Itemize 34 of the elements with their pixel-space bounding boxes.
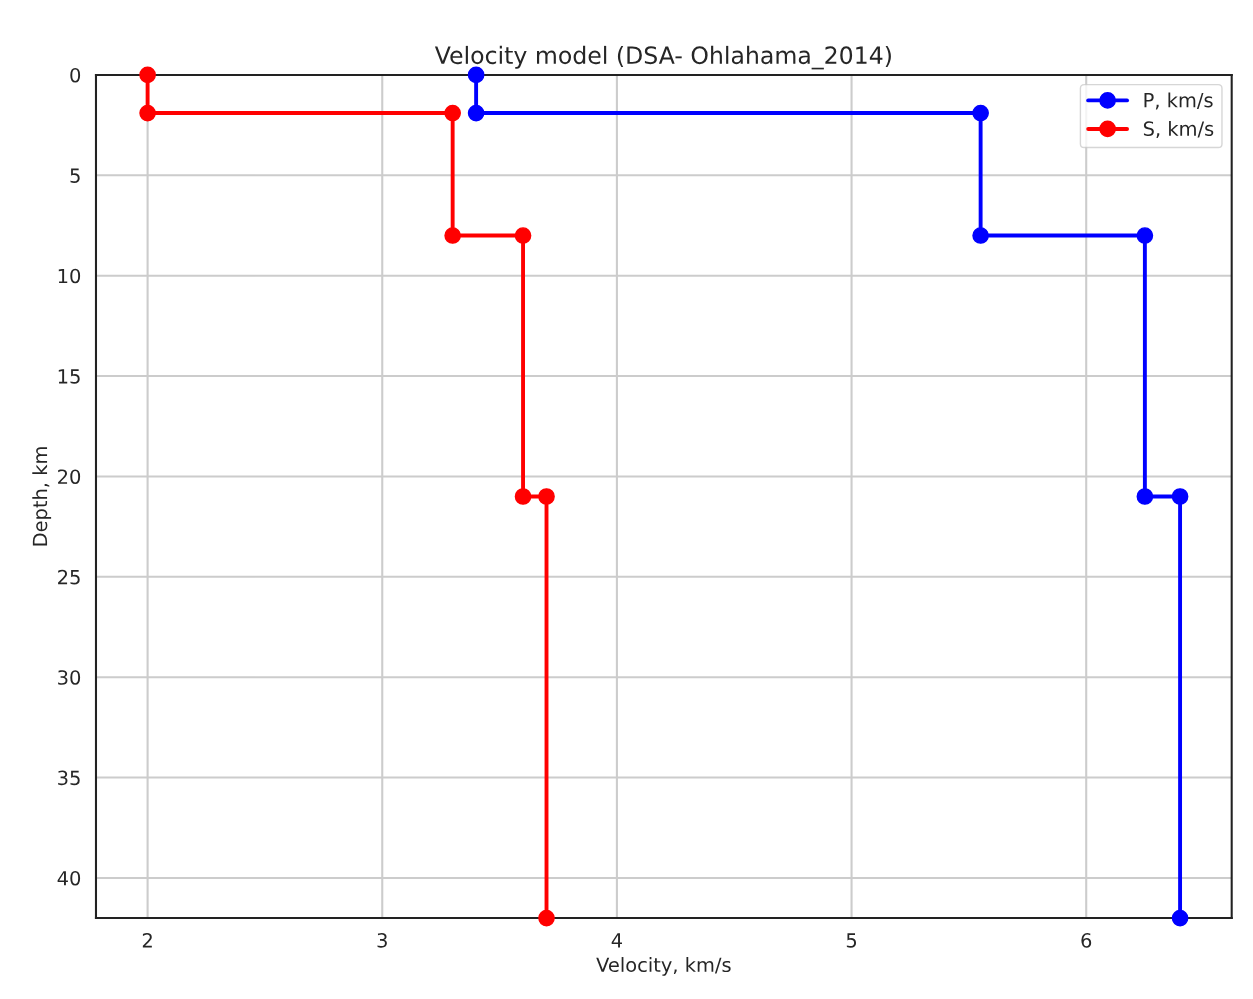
x-tick-label: 4 xyxy=(611,933,622,948)
x-tick-label: 6 xyxy=(1081,933,1092,948)
point xyxy=(514,488,532,505)
point xyxy=(1171,909,1189,927)
x-axis-title: Velocity, km/s xyxy=(596,957,731,976)
point xyxy=(972,104,989,122)
point xyxy=(538,488,555,505)
point xyxy=(1136,227,1154,244)
chart-title: Velocity model (DSA- Ohlahama_2014) xyxy=(434,45,891,70)
legend-label: S, km/s xyxy=(1143,120,1214,138)
y-tick-label: 35 xyxy=(58,770,80,786)
y-tick-label: 20 xyxy=(58,469,81,485)
x-tick-label: 5 xyxy=(846,933,857,948)
legend-label: P, km/s xyxy=(1144,92,1213,110)
point xyxy=(444,104,461,122)
point xyxy=(538,909,555,927)
point xyxy=(1171,488,1189,505)
point xyxy=(1136,488,1154,505)
point xyxy=(139,66,156,84)
point xyxy=(467,104,485,122)
x-tick-label: 3 xyxy=(377,933,387,948)
y-tick-label: 15 xyxy=(58,369,80,384)
x-tick-label: 2 xyxy=(142,933,152,948)
point xyxy=(444,227,461,244)
y-tick-label: 0 xyxy=(70,67,81,83)
y-tick-label: 10 xyxy=(58,268,81,284)
point xyxy=(139,104,156,122)
point xyxy=(514,227,532,244)
y-tick-label: 40 xyxy=(57,870,81,886)
y-tick-label: 5 xyxy=(70,168,80,183)
y-tick-label: 30 xyxy=(58,670,81,685)
y-axis-title: Depth, km xyxy=(32,447,52,546)
y-tick-label: 25 xyxy=(58,569,80,585)
point xyxy=(972,227,989,244)
